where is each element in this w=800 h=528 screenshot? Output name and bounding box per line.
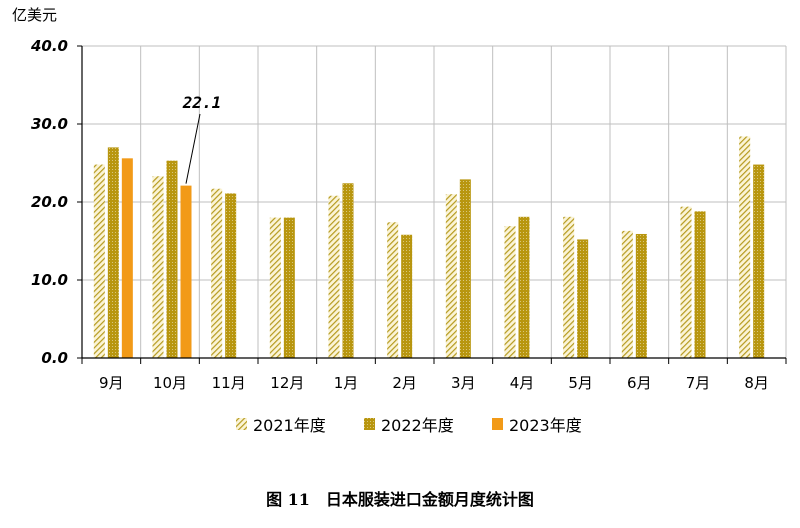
x-tick-label: 10月	[153, 374, 187, 392]
x-tick-label: 11月	[212, 374, 246, 392]
bar-2022年度-1月	[342, 183, 354, 358]
bar-2022年度-12月	[283, 217, 295, 358]
callout-leader-line	[185, 113, 201, 184]
bar-2022年度-6月	[635, 233, 647, 358]
bar-2022年度-4月	[518, 216, 530, 358]
x-tick-label: 12月	[270, 374, 304, 392]
y-tick-label: 40.0	[30, 37, 68, 55]
bar-2021年度-8月	[739, 136, 751, 358]
callout-label: 22.1	[182, 93, 222, 112]
x-tick-label: 5月	[568, 374, 593, 392]
y-tick-label: 10.0	[31, 271, 68, 289]
y-tick-label: 20.0	[31, 193, 68, 211]
bar-2021年度-11月	[211, 188, 223, 358]
bar-2021年度-1月	[328, 195, 340, 358]
annotation: 22.1	[182, 93, 222, 184]
x-tick-label: 2月	[392, 374, 417, 392]
bar-2022年度-7月	[694, 211, 706, 358]
x-tick-label: 9月	[99, 374, 124, 392]
legend-label: 2021年度	[253, 416, 326, 435]
y-axis-ticks: 0.0 10.0 20.0 30.0 40.0	[30, 37, 68, 367]
bar-2023年度-9月	[121, 158, 133, 358]
gridlines	[82, 45, 787, 358]
x-tick-label: 3月	[451, 374, 476, 392]
legend-swatch-2021年度	[236, 418, 247, 430]
bar-2021年度-12月	[269, 217, 281, 358]
y-tick-label: 0.0	[41, 349, 68, 367]
legend-label: 2022年度	[381, 416, 454, 435]
bar-2022年度-5月	[577, 239, 589, 358]
bar-2021年度-9月	[93, 164, 105, 358]
legend-swatch-2023年度	[492, 418, 503, 430]
x-tick-label: 6月	[627, 374, 652, 392]
bar-2022年度-8月	[753, 164, 765, 358]
bars	[93, 136, 765, 358]
bar-2021年度-10月	[152, 176, 164, 358]
bar-2022年度-10月	[166, 160, 178, 358]
bar-2021年度-2月	[387, 222, 399, 358]
x-tick-label: 4月	[510, 374, 535, 392]
x-tick-label: 1月	[334, 374, 359, 392]
axes	[77, 45, 787, 364]
bar-2023年度-10月	[180, 185, 192, 358]
y-tick-label: 30.0	[31, 115, 68, 133]
bar-2022年度-9月	[107, 147, 119, 358]
legend-swatch-2022年度	[364, 418, 375, 430]
x-axis-ticks: 9月 10月 11月 12月 1月 2月 3月 4月 5月 6月 7月 8月	[99, 374, 769, 392]
bar-2021年度-7月	[680, 206, 692, 358]
bar-2021年度-3月	[445, 194, 457, 358]
x-tick-label: 7月	[686, 374, 711, 392]
bar-2021年度-6月	[621, 230, 633, 358]
legend: 2021年度 2022年度 2023年度	[236, 416, 582, 435]
legend-label: 2023年度	[509, 416, 582, 435]
bar-2022年度-3月	[459, 179, 471, 358]
bar-2021年度-5月	[563, 216, 575, 358]
bar-2022年度-2月	[401, 234, 413, 358]
x-tick-label: 8月	[744, 374, 769, 392]
bar-2022年度-11月	[225, 193, 237, 358]
bar-2021年度-4月	[504, 226, 516, 358]
chart-caption: 图 11 日本服装进口金额月度统计图	[266, 490, 534, 509]
unit-label: 亿美元	[12, 6, 57, 24]
